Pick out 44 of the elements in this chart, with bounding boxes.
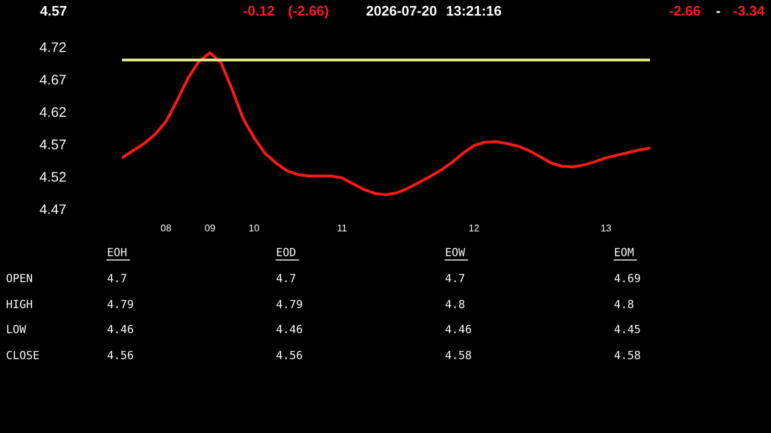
text: 4.56 bbox=[108, 350, 134, 360]
text: 4.46 bbox=[108, 324, 134, 334]
text: 13:21:16 bbox=[446, 6, 502, 16]
text: 4.45 bbox=[614, 324, 640, 334]
text: 4.46 bbox=[446, 324, 472, 334]
text: 4.7 bbox=[108, 274, 126, 282]
text: 4.46 bbox=[276, 324, 302, 334]
text: 4.8 bbox=[446, 300, 464, 308]
text: HIGH bbox=[6, 300, 32, 308]
y-tick-label: 4.52 bbox=[40, 172, 66, 182]
text: 4.56 bbox=[276, 350, 302, 360]
text: 4.79 bbox=[108, 300, 134, 308]
y-tick-label: 4.67 bbox=[40, 74, 66, 85]
text: 4.7 bbox=[446, 274, 464, 282]
text: EOW bbox=[446, 248, 466, 256]
text: -0.12 bbox=[244, 6, 274, 16]
text: 4.8 bbox=[614, 300, 634, 308]
text: EOD bbox=[277, 248, 296, 256]
y-tick-label: 4.72 bbox=[40, 42, 66, 52]
text: -2.66 bbox=[670, 6, 700, 16]
x-tick-label: 12 bbox=[469, 224, 479, 232]
text: (-2.66) bbox=[288, 6, 328, 18]
text: LOW bbox=[7, 324, 26, 334]
x-tick-label: 08 bbox=[160, 224, 171, 232]
text: 4.79 bbox=[276, 300, 302, 308]
text: 4.58 bbox=[446, 350, 472, 360]
text: 4.7 bbox=[276, 274, 296, 282]
text: - bbox=[716, 11, 720, 13]
y-tick-label: 4.62 bbox=[40, 107, 66, 117]
text: EOM bbox=[615, 248, 634, 256]
y-tick-label: 4.47 bbox=[40, 204, 66, 214]
x-tick-label: 09 bbox=[204, 224, 215, 232]
text: OPEN bbox=[6, 274, 32, 282]
x-tick-label: 13 bbox=[601, 224, 611, 232]
text: 4.58 bbox=[614, 350, 640, 360]
text: -3.34 bbox=[734, 6, 765, 16]
y-tick-label: 4.57 bbox=[40, 140, 66, 150]
x-tick-label: 10 bbox=[249, 224, 260, 232]
text: 2026-07-20 bbox=[366, 6, 436, 16]
x-tick-label: 11 bbox=[338, 224, 347, 232]
line-series bbox=[122, 51, 650, 196]
text: 4.69 bbox=[614, 274, 640, 282]
text: EOH bbox=[108, 248, 126, 256]
text: CLOSE bbox=[6, 350, 39, 360]
